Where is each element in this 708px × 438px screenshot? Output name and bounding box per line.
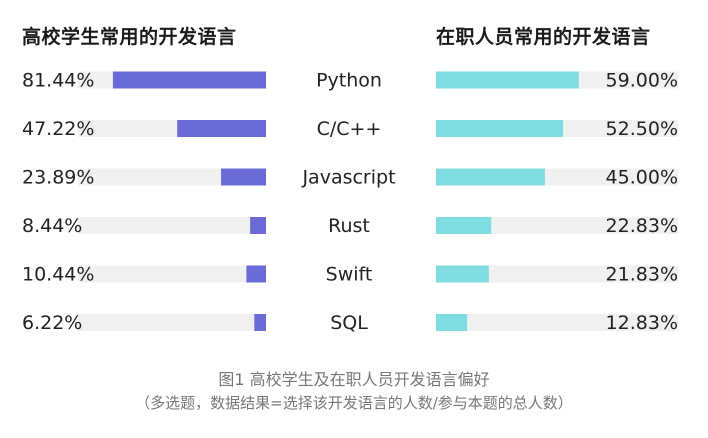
figure-caption: 图1 高校学生及在职人员开发语言偏好 xyxy=(218,370,490,389)
right-bar xyxy=(436,71,579,89)
right-chart-title: 在职人员常用的开发语言 xyxy=(436,26,651,48)
right-bar xyxy=(436,265,489,283)
right-value-label: 45.00% xyxy=(606,167,678,189)
category-label: Python xyxy=(316,70,382,92)
right-bar-track xyxy=(436,314,678,331)
left-bar-track xyxy=(78,314,266,331)
right-value-label: 52.50% xyxy=(606,118,678,140)
left-bar xyxy=(221,168,266,186)
left-bar xyxy=(177,120,266,137)
category-label: Rust xyxy=(328,215,370,237)
right-bar xyxy=(436,168,545,186)
right-bar xyxy=(436,314,468,331)
left-bar xyxy=(246,265,266,283)
right-value-label: 59.00% xyxy=(606,70,678,92)
right-value-label: 22.83% xyxy=(606,215,678,237)
dual-bar-chart: 81.44% 59.00% Python 47.22% 52.50% C/C++ 23.89… xyxy=(22,70,678,334)
left-bar xyxy=(112,71,267,89)
left-bar xyxy=(254,314,266,331)
left-value-label: 47.22% xyxy=(22,118,94,140)
left-chart-title: 高校学生常用的开发语言 xyxy=(22,26,237,48)
category-label: C/C++ xyxy=(317,118,382,140)
right-bar-track xyxy=(436,265,678,283)
category-label: SQL xyxy=(330,312,368,334)
right-value-label: 12.83% xyxy=(606,312,678,334)
right-value-label: 21.83% xyxy=(606,264,678,286)
left-bar xyxy=(250,217,266,234)
left-bar-track xyxy=(78,168,266,186)
left-value-label: 8.44% xyxy=(22,215,82,237)
left-bar-track xyxy=(78,217,266,234)
right-bar xyxy=(436,217,492,234)
category-label: Javascript xyxy=(301,167,395,189)
left-value-label: 10.44% xyxy=(22,264,94,286)
left-value-label: 23.89% xyxy=(22,167,94,189)
figure-note: （多选题，数据结果=选择该开发语言的人数/参与本题的总人数） xyxy=(135,394,573,412)
category-label: Swift xyxy=(326,264,373,286)
left-value-label: 81.44% xyxy=(22,70,94,92)
right-bar-track xyxy=(436,217,678,234)
left-bar-track xyxy=(78,265,266,283)
right-bar xyxy=(436,120,564,137)
left-value-label: 6.22% xyxy=(22,312,82,334)
